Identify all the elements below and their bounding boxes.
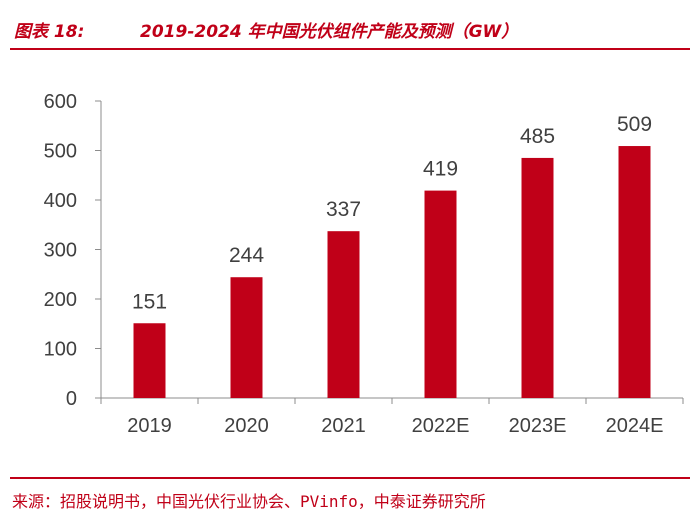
- data-label: 485: [520, 125, 555, 148]
- bar: [327, 231, 360, 398]
- figure-header: 图表 18: 2019-2024 年中国光伏组件产能及预测（GW）: [0, 0, 700, 52]
- footer-divider: [10, 477, 690, 479]
- x-tick-label: 2019: [127, 415, 172, 437]
- y-tick-label: 200: [44, 289, 77, 311]
- bar: [618, 146, 651, 398]
- y-tick-label: 300: [44, 240, 77, 262]
- y-tick-label: 100: [44, 339, 77, 361]
- y-tick-label: 600: [44, 91, 77, 113]
- x-tick-label: 2024E: [606, 415, 664, 437]
- bar-chart: 0 100 200 300 400 500 600 2019 2020 2021 2022E 202…: [44, 91, 684, 437]
- data-label: 509: [617, 113, 652, 136]
- data-label: 337: [326, 198, 361, 221]
- bars: [133, 146, 651, 398]
- bar: [230, 277, 263, 398]
- x-tick-label: 2023E: [509, 415, 567, 437]
- header-divider: [10, 48, 690, 50]
- data-label: 244: [229, 244, 264, 267]
- data-label: 151: [132, 290, 167, 313]
- source-note: 来源：招股说明书，中国光伏行业协会、PVinfo，中泰证券研究所: [12, 492, 486, 511]
- x-tick-label: 2021: [321, 415, 366, 437]
- bar: [521, 157, 554, 398]
- y-axis: 0 100 200 300 400 500 600: [44, 91, 102, 410]
- y-tick-label: 400: [44, 190, 77, 212]
- chart-title: 2019-2024 年中国光伏组件产能及预测（GW）: [140, 22, 519, 42]
- data-label: 419: [423, 158, 458, 181]
- figure-label: 图表 18:: [14, 22, 85, 42]
- x-tick-label: 2022E: [412, 415, 470, 437]
- data-labels: 151 244 337 419 485 509: [132, 113, 652, 313]
- x-axis: 2019 2020 2021 2022E 2023E 2024E: [100, 397, 684, 437]
- bar: [424, 190, 457, 398]
- y-tick-label: 0: [66, 388, 77, 410]
- x-tick-label: 2020: [224, 415, 269, 437]
- y-tick-label: 500: [44, 141, 77, 163]
- bar: [133, 323, 166, 398]
